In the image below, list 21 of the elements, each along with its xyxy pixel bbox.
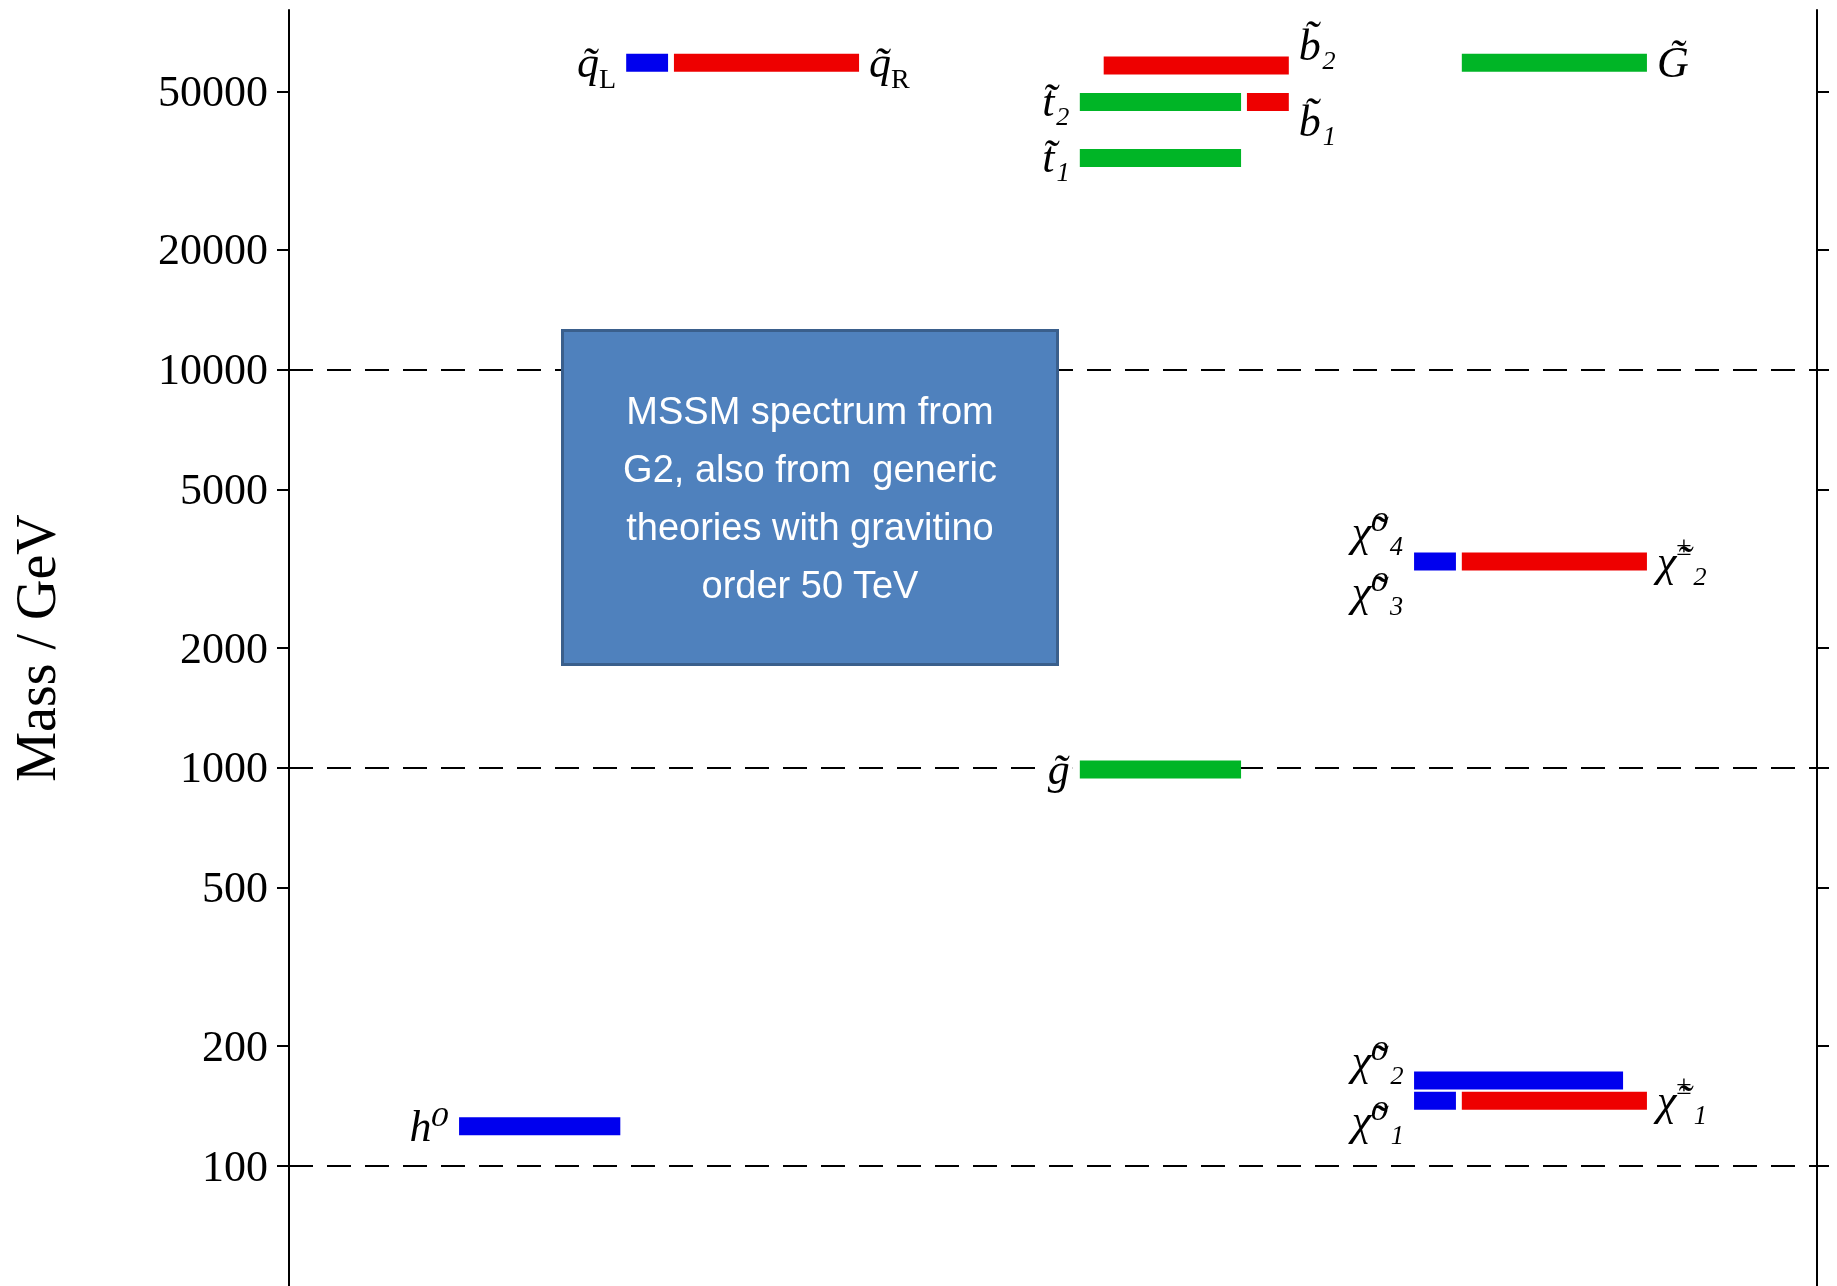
note-box: MSSM spectrum from G2, also from generic theories with gravitino order 50 TeV — [561, 329, 1059, 666]
series-label: t̃₂ — [1042, 77, 1070, 127]
series-label: χ̃⁰₁ — [1347, 1096, 1405, 1146]
y-tick-label: 200 — [202, 1021, 268, 1071]
y-tick-label: 1000 — [180, 743, 268, 793]
series-label: t̃₁ — [1042, 133, 1070, 183]
y-tick-label: 20000 — [158, 225, 268, 275]
y-tick-label: 100 — [202, 1141, 268, 1191]
y-tick-label: 2000 — [180, 623, 268, 673]
y-tick-label: 50000 — [158, 66, 268, 116]
y-tick-label: 5000 — [180, 465, 268, 515]
y-tick-label: 10000 — [158, 345, 268, 395]
series-label: h⁰ — [409, 1101, 450, 1151]
series-label: b̃₁ — [1298, 97, 1337, 147]
series-label: g̃ — [1047, 745, 1071, 795]
y-tick-label: 500 — [202, 863, 268, 913]
series-label: χ̃⁰₄ χ̃⁰₃ — [1347, 506, 1405, 616]
y-axis-title: Mass / GeV — [5, 514, 67, 782]
series-label: G̃ — [1656, 38, 1689, 88]
series-label: b̃₂ — [1298, 21, 1337, 71]
series-label: χ̃⁰₂ — [1347, 1036, 1405, 1086]
